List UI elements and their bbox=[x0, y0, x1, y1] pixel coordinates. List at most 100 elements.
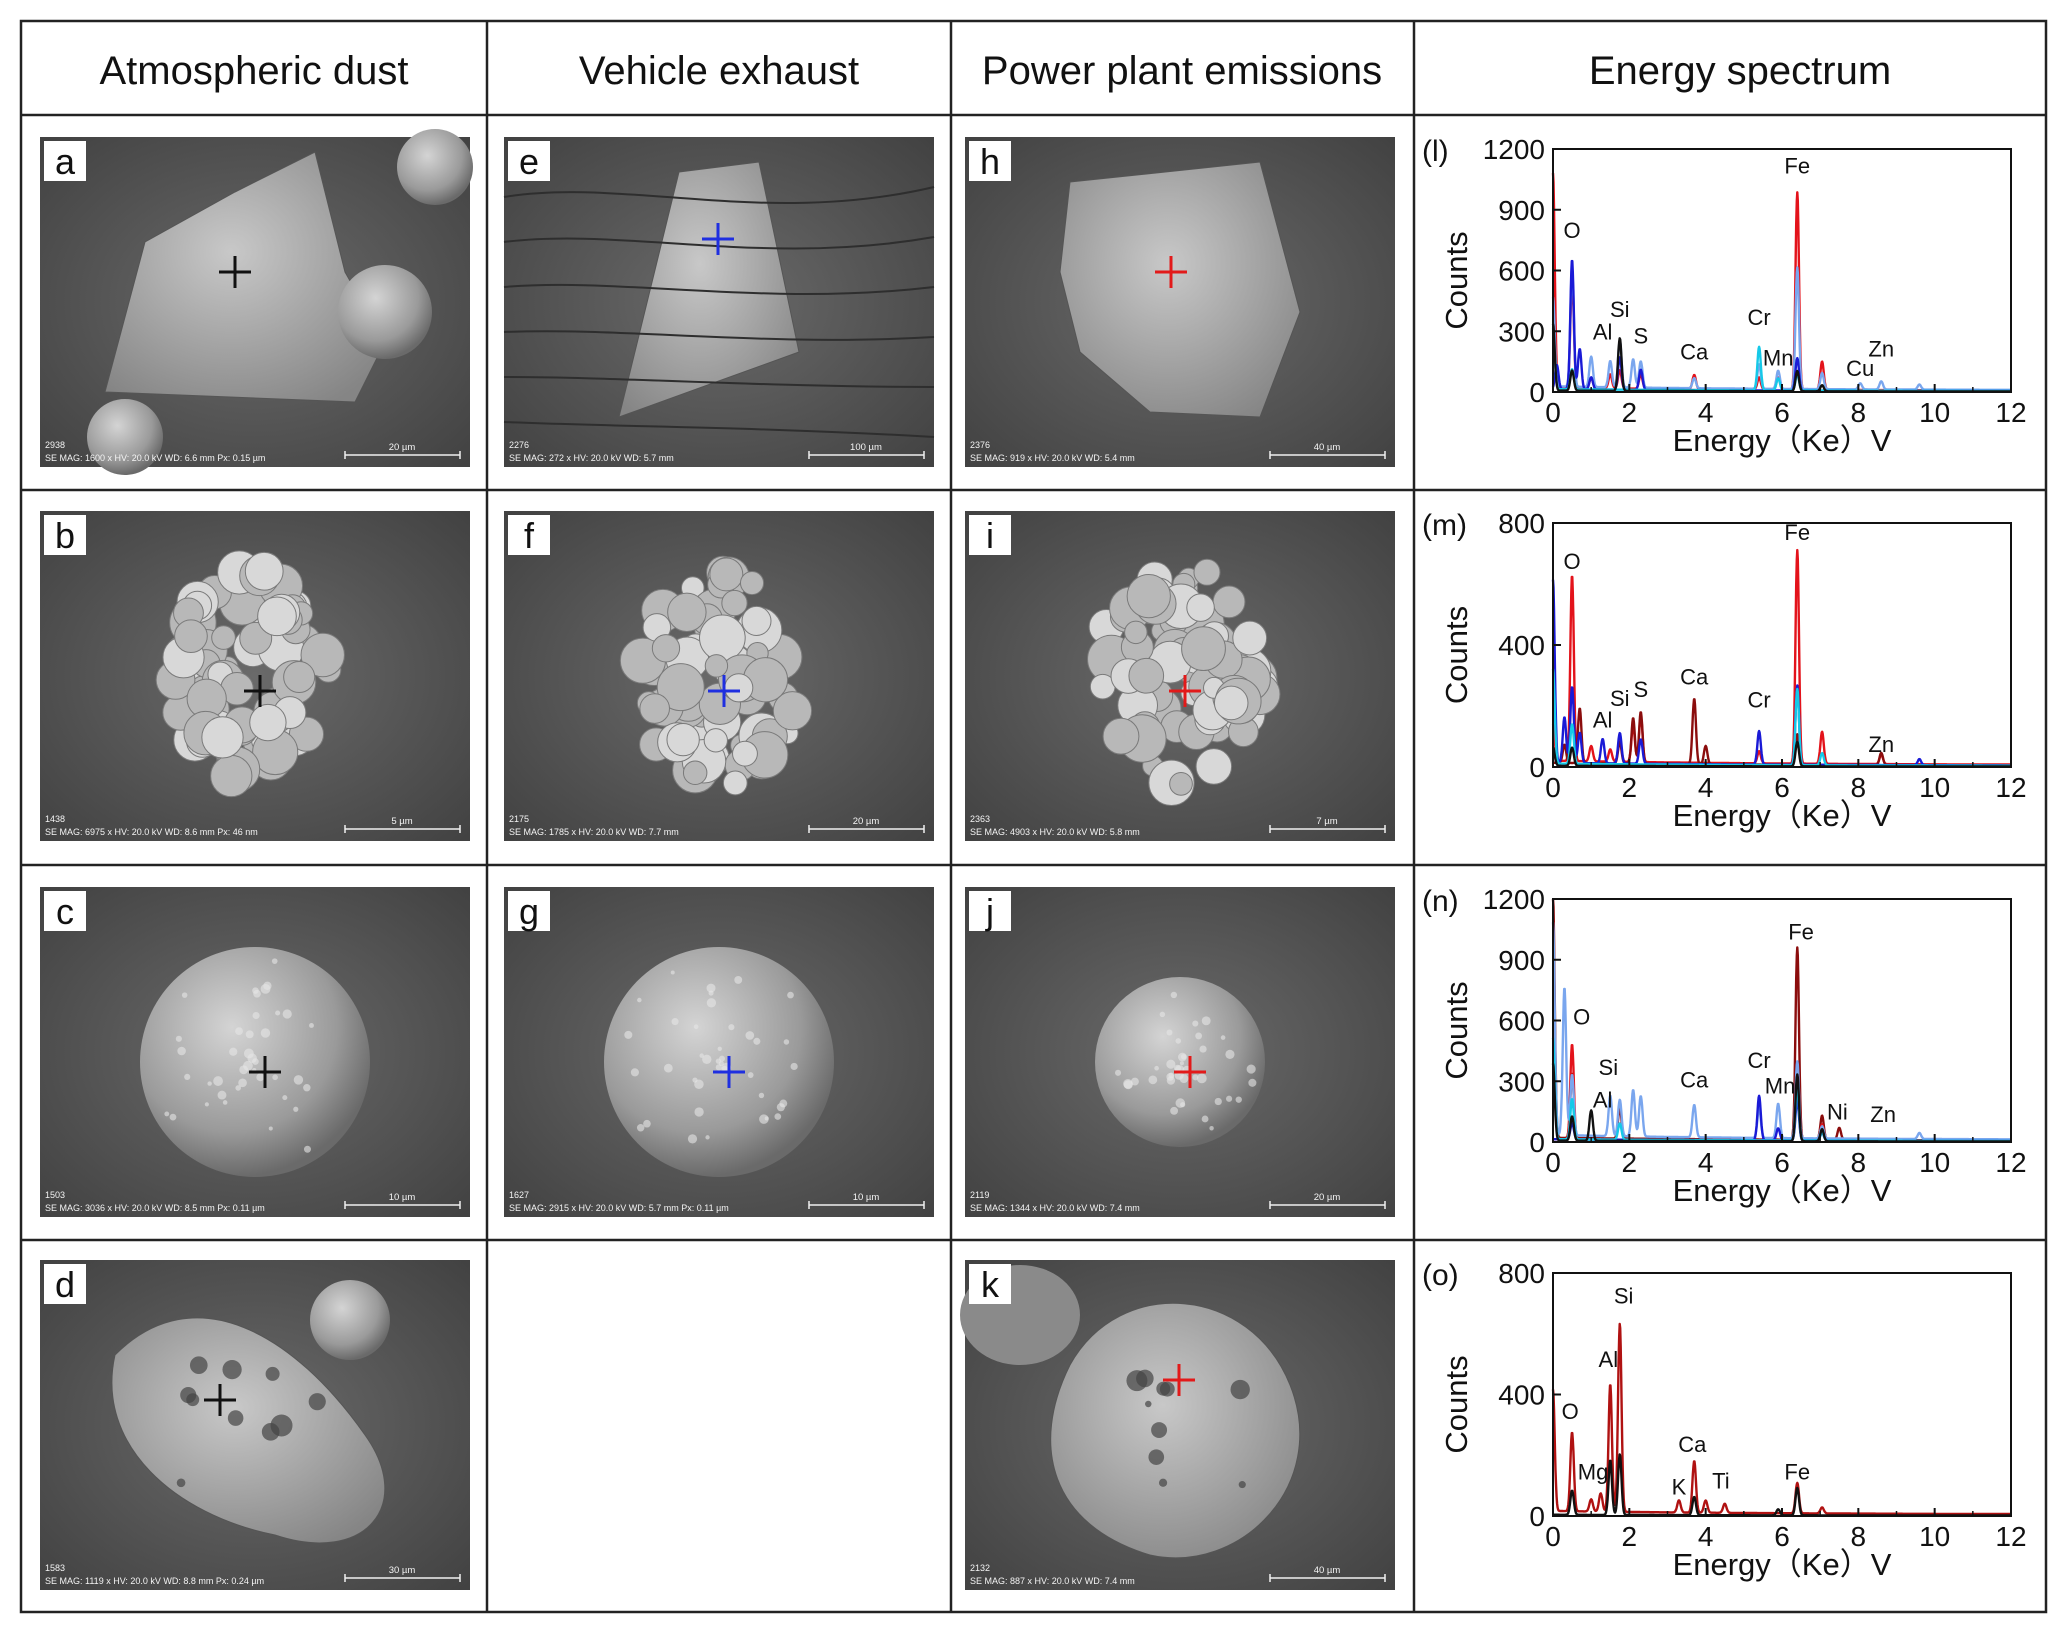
element-label-ca: Ca bbox=[1680, 1067, 1709, 1092]
surface-grain bbox=[1225, 1049, 1235, 1059]
x-axis-label: Energy（Ke）V bbox=[1673, 1547, 1892, 1582]
x-tick-label: 4 bbox=[1698, 397, 1714, 428]
agglomerate-grain bbox=[772, 691, 813, 731]
surface-grain bbox=[705, 1135, 710, 1140]
element-label-al: Al bbox=[1599, 1347, 1619, 1372]
y-tick-label: 400 bbox=[1498, 630, 1545, 661]
surface-grain bbox=[271, 958, 278, 965]
element-label-k: K bbox=[1672, 1475, 1687, 1500]
sem-panel-i: i 2363 SE MAG: 4903 x HV: 20.0 kV WD: 5.8 … bbox=[965, 511, 1395, 841]
pore bbox=[1136, 1369, 1154, 1388]
surface-grain bbox=[1192, 1020, 1199, 1027]
surface-grain bbox=[753, 1037, 761, 1045]
background-sphere bbox=[338, 265, 432, 359]
panel-label-box bbox=[969, 1264, 1011, 1304]
panel-label: g bbox=[519, 891, 539, 932]
x-tick-label: 6 bbox=[1774, 1147, 1790, 1178]
surface-grain bbox=[1225, 1095, 1233, 1102]
element-label-mn: Mn bbox=[1765, 1073, 1796, 1098]
panel-label-box bbox=[508, 515, 550, 555]
surface-grain bbox=[1159, 1011, 1166, 1018]
particle-sphere bbox=[1095, 977, 1265, 1147]
element-label-si: Si bbox=[1610, 686, 1630, 711]
element-label-o: O bbox=[1564, 218, 1581, 243]
agglomerate-grain bbox=[1181, 626, 1226, 672]
panel-label: d bbox=[55, 1264, 75, 1305]
image-number: 1438 bbox=[45, 814, 65, 824]
agglomerate-grain bbox=[704, 654, 729, 678]
agglomerate-grain bbox=[656, 663, 705, 712]
x-tick-label: 4 bbox=[1698, 772, 1714, 803]
element-label-zn: Zn bbox=[1870, 1102, 1896, 1127]
surface-grain bbox=[1235, 1096, 1242, 1103]
x-tick-label: 2 bbox=[1622, 397, 1638, 428]
agglomerate-grain bbox=[732, 740, 758, 767]
surface-grain bbox=[252, 987, 259, 994]
element-label-cr: Cr bbox=[1747, 688, 1770, 713]
agglomerate-grain bbox=[201, 716, 244, 759]
panel-label: k bbox=[981, 1264, 1000, 1305]
surface-grain bbox=[1201, 1115, 1209, 1123]
element-label-cr: Cr bbox=[1747, 305, 1770, 330]
element-label-o: O bbox=[1564, 549, 1581, 574]
pore bbox=[222, 1359, 242, 1380]
agglomerate-grain bbox=[1195, 748, 1233, 785]
surface-grain bbox=[1179, 1061, 1184, 1066]
agglomerate-grain bbox=[667, 592, 707, 633]
surface-grain bbox=[213, 1076, 223, 1086]
sem-panel-a: a 2938 SE MAG: 1600 x HV: 20.0 kV WD: 6.6 … bbox=[40, 129, 473, 475]
x-tick-label: 12 bbox=[1995, 397, 2026, 428]
panel-label: b bbox=[55, 515, 75, 556]
agglomerate-grain bbox=[666, 722, 700, 757]
element-label-si: Si bbox=[1614, 1283, 1634, 1308]
y-tick-label: 800 bbox=[1498, 1258, 1545, 1289]
agglomerate-grain bbox=[257, 596, 297, 637]
y-axis-label: Counts bbox=[1439, 606, 1474, 704]
pore bbox=[1158, 1478, 1168, 1487]
agglomerate-grain bbox=[1126, 573, 1171, 619]
sem-panel-g: g 1627 SE MAG: 2915 x HV: 20.0 kV WD: 5.7 … bbox=[504, 887, 934, 1217]
surface-grain bbox=[1196, 1073, 1207, 1084]
panel-label-box bbox=[44, 891, 86, 931]
surface-grain bbox=[293, 1075, 304, 1085]
pore bbox=[265, 1366, 280, 1381]
element-label-o: O bbox=[1562, 1399, 1579, 1424]
x-tick-label: 6 bbox=[1774, 772, 1790, 803]
sem-panel-j: j 2119 SE MAG: 1344 x HV: 20.0 kV WD: 7.4 … bbox=[965, 887, 1395, 1217]
y-axis-label: Counts bbox=[1439, 231, 1474, 329]
spectrum-series-3 bbox=[1551, 579, 2012, 767]
sem-panel-c: c 1503 SE MAG: 3036 x HV: 20.0 kV WD: 8.5 … bbox=[40, 887, 470, 1217]
image-number: 2938 bbox=[45, 440, 65, 450]
surface-grain bbox=[706, 998, 717, 1008]
y-tick-label: 300 bbox=[1498, 316, 1545, 347]
spectrum-chart-4: 0 2 4 6 8 10 12 0 400 800 Energy（Ke）V Counts (o) O Mg A… bbox=[1422, 1258, 2027, 1582]
energy-spectra: 0 2 4 6 8 10 1203006009001200Energy（Ke）VCounts… bbox=[1422, 134, 2027, 1582]
element-label-o: O bbox=[1573, 1005, 1590, 1030]
sem-panel-d: d 1583 SE MAG: 1119 x HV: 20.0 kV WD: 8.8 … bbox=[40, 1260, 470, 1590]
spectrum-series-3 bbox=[1551, 922, 2012, 1141]
agglomerate-grain bbox=[699, 614, 746, 662]
agglomerate-grain bbox=[1193, 558, 1221, 586]
agglomerate-grain bbox=[639, 693, 670, 724]
surface-grain bbox=[1178, 1052, 1187, 1062]
table-grid bbox=[19, 19, 2048, 1614]
panel-label: c bbox=[56, 891, 74, 932]
panel-label-box bbox=[969, 891, 1011, 931]
surface-grain bbox=[1170, 1106, 1179, 1115]
image-number: 2376 bbox=[970, 440, 990, 450]
surface-grain bbox=[790, 1062, 798, 1071]
element-label-ca: Ca bbox=[1680, 340, 1709, 365]
y-tick-label: 600 bbox=[1498, 1006, 1545, 1037]
particle-fragment bbox=[1059, 161, 1301, 418]
sem-panel-h: h 2376 SE MAG: 919 x HV: 20.0 kV WD: 5.4 m… bbox=[965, 137, 1395, 467]
surface-grain bbox=[293, 1106, 299, 1112]
x-axis-label: Energy（Ke）V bbox=[1673, 423, 1892, 458]
sem-metadata: SE MAG: 919 x HV: 20.0 kV WD: 5.4 mm bbox=[970, 453, 1135, 463]
surface-grain bbox=[245, 1030, 254, 1039]
pore bbox=[227, 1410, 244, 1426]
element-label-ti: Ti bbox=[1712, 1469, 1730, 1494]
sem-metadata: SE MAG: 1600 x HV: 20.0 kV WD: 6.6 mm Px… bbox=[45, 453, 265, 463]
agglomerate-grain bbox=[721, 589, 748, 617]
agglomerate-grain bbox=[1213, 685, 1249, 721]
surface-grain bbox=[1246, 1064, 1256, 1074]
